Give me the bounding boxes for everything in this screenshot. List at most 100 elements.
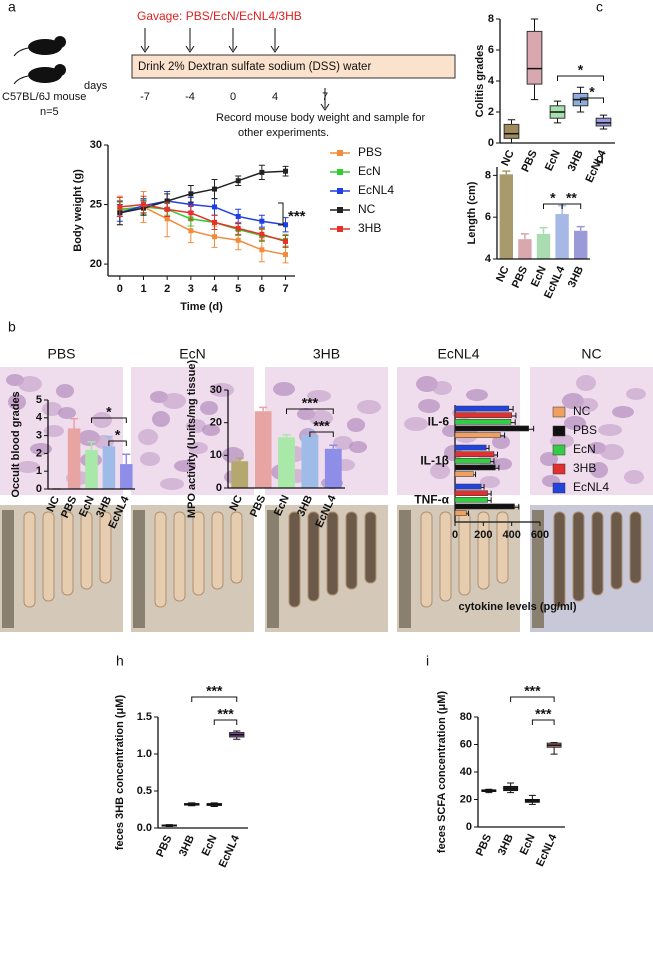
bar bbox=[120, 464, 133, 489]
legend-swatch bbox=[552, 463, 566, 475]
bar bbox=[454, 425, 529, 432]
mouse-count: n=5 bbox=[40, 106, 59, 118]
colon bbox=[173, 511, 186, 602]
bar bbox=[454, 503, 515, 510]
legend-marker bbox=[337, 226, 343, 232]
x-tick-label: 200 bbox=[474, 529, 492, 541]
y-axis-label: Body weight (g) bbox=[72, 169, 84, 252]
colon bbox=[420, 511, 433, 608]
x-tick-label: 4 bbox=[211, 283, 218, 295]
colon bbox=[80, 511, 93, 590]
day-tick: 4 bbox=[272, 91, 278, 103]
bar bbox=[324, 448, 342, 488]
tissue bbox=[404, 417, 428, 431]
panel-label: c bbox=[596, 0, 603, 15]
panel-label: h bbox=[116, 653, 124, 669]
tissue bbox=[418, 399, 440, 413]
error-bar bbox=[473, 471, 477, 478]
colon bbox=[629, 511, 642, 584]
bar bbox=[574, 230, 588, 259]
point bbox=[283, 252, 289, 258]
bar bbox=[301, 434, 319, 488]
point bbox=[164, 206, 170, 212]
tissue bbox=[624, 470, 644, 484]
tissue bbox=[188, 442, 208, 454]
y-tick-label: 1.0 bbox=[137, 748, 152, 760]
colon bbox=[61, 511, 74, 596]
bar bbox=[454, 458, 491, 464]
y-tick-label: 2 bbox=[36, 447, 42, 459]
significance-label: * bbox=[578, 62, 584, 78]
group-label: NC bbox=[581, 346, 601, 362]
box bbox=[595, 117, 612, 127]
y-tick-label: 1.5 bbox=[137, 711, 152, 723]
tissue bbox=[162, 393, 186, 409]
y-tick-label: 10 bbox=[210, 449, 222, 461]
error-bar bbox=[70, 417, 79, 429]
panel-label: i bbox=[426, 653, 429, 669]
colon bbox=[572, 511, 585, 602]
error-bar bbox=[486, 445, 490, 451]
y-tick-label: 0.5 bbox=[137, 785, 152, 797]
error-bar bbox=[510, 419, 516, 425]
point bbox=[259, 169, 265, 175]
point bbox=[141, 202, 147, 208]
y-tick-label: 8 bbox=[488, 13, 494, 25]
ruler bbox=[2, 510, 14, 628]
point bbox=[212, 204, 218, 210]
y-tick-label: 4 bbox=[488, 75, 495, 87]
x-tick-label: 2 bbox=[164, 283, 170, 295]
colon bbox=[326, 511, 339, 596]
tissue bbox=[152, 411, 170, 427]
legend-label: EcN bbox=[573, 442, 596, 456]
significance-bracket bbox=[557, 75, 604, 81]
y-tick-label: 6 bbox=[485, 211, 491, 223]
colon bbox=[610, 511, 623, 590]
tissue bbox=[492, 435, 510, 449]
bar bbox=[454, 419, 512, 425]
colon bbox=[345, 511, 358, 590]
bar bbox=[454, 483, 482, 490]
tissue bbox=[590, 462, 608, 478]
legend-marker bbox=[337, 169, 343, 175]
legend-label: EcN bbox=[358, 164, 381, 178]
y-tick-label: 30 bbox=[90, 139, 102, 151]
y-axis-label: Length (cm) bbox=[466, 181, 478, 244]
error-bar bbox=[500, 432, 506, 439]
error-bar bbox=[508, 406, 514, 412]
group-label: EcNL4 bbox=[437, 346, 479, 362]
point bbox=[164, 216, 170, 222]
tissue bbox=[160, 478, 184, 490]
y-tick-label: 4 bbox=[36, 412, 43, 424]
tissue bbox=[466, 389, 488, 401]
y-tick-label: 1 bbox=[36, 465, 42, 477]
point bbox=[235, 237, 241, 243]
record-note: Record mouse body weight and sample for bbox=[216, 112, 425, 124]
error-bar bbox=[122, 453, 131, 465]
error-bar bbox=[87, 441, 96, 450]
y-axis-label: Occult blood grades bbox=[10, 391, 22, 497]
colon bbox=[477, 511, 490, 590]
error-bar bbox=[520, 233, 529, 240]
tissue bbox=[309, 410, 333, 426]
significance-label: ** bbox=[566, 190, 577, 206]
y-tick-label: 5 bbox=[36, 394, 42, 406]
significance-label: *** bbox=[535, 706, 552, 722]
ruler bbox=[399, 510, 411, 628]
tissue bbox=[430, 463, 450, 479]
category-label: IL-6 bbox=[428, 415, 450, 429]
error-bar bbox=[502, 170, 511, 175]
y-tick-label: 3 bbox=[36, 430, 42, 442]
significance-label: *** bbox=[524, 683, 541, 699]
tissue bbox=[200, 401, 218, 415]
significance-bracket bbox=[191, 696, 238, 702]
point bbox=[212, 234, 218, 240]
error-bar bbox=[495, 464, 500, 471]
bar bbox=[454, 405, 510, 412]
x-tick-label: 7 bbox=[282, 283, 288, 295]
x-axis-label: cytokine levels (pg/ml) bbox=[459, 601, 577, 613]
mouse-strain: C57BL/6J mouse bbox=[2, 91, 86, 103]
point bbox=[235, 178, 241, 184]
legend-swatch bbox=[552, 425, 566, 437]
